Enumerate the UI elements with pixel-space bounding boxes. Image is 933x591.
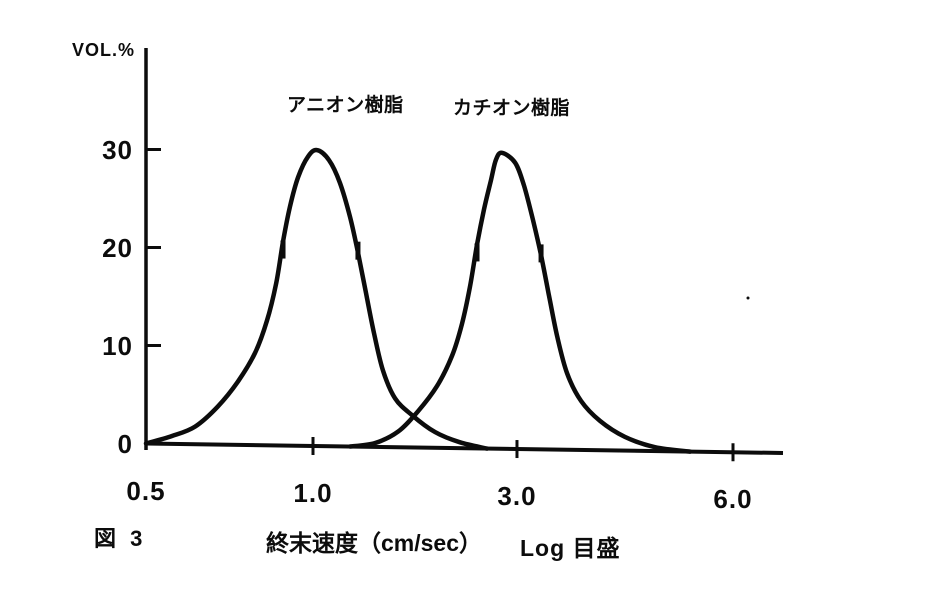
y-tick-label: 10 <box>102 330 133 361</box>
y-tick-label: 20 <box>102 232 133 263</box>
curve-label-cation: カチオン樹脂 <box>453 98 571 119</box>
x-tick-label: 3.0 <box>497 481 537 512</box>
x-axis-label: 終末速度（cm/sec） <box>266 530 483 556</box>
curve-label-anion: アニオン樹脂 <box>287 95 404 116</box>
anion-curve <box>143 147 490 451</box>
y-tick-label: 0 <box>117 428 133 459</box>
cation-curve <box>347 150 693 454</box>
y-tick-label: 30 <box>102 134 133 165</box>
x-tick-label: 1.0 <box>293 477 333 508</box>
figure-number: 図 3 <box>94 526 147 551</box>
scan-speck <box>746 296 750 300</box>
x-tick-label: 0.5 <box>126 475 166 506</box>
y-axis-label: VOL.% <box>72 40 136 60</box>
log-scale-note: Log 目盛 <box>520 535 621 561</box>
x-tick-label: 6.0 <box>713 484 753 515</box>
